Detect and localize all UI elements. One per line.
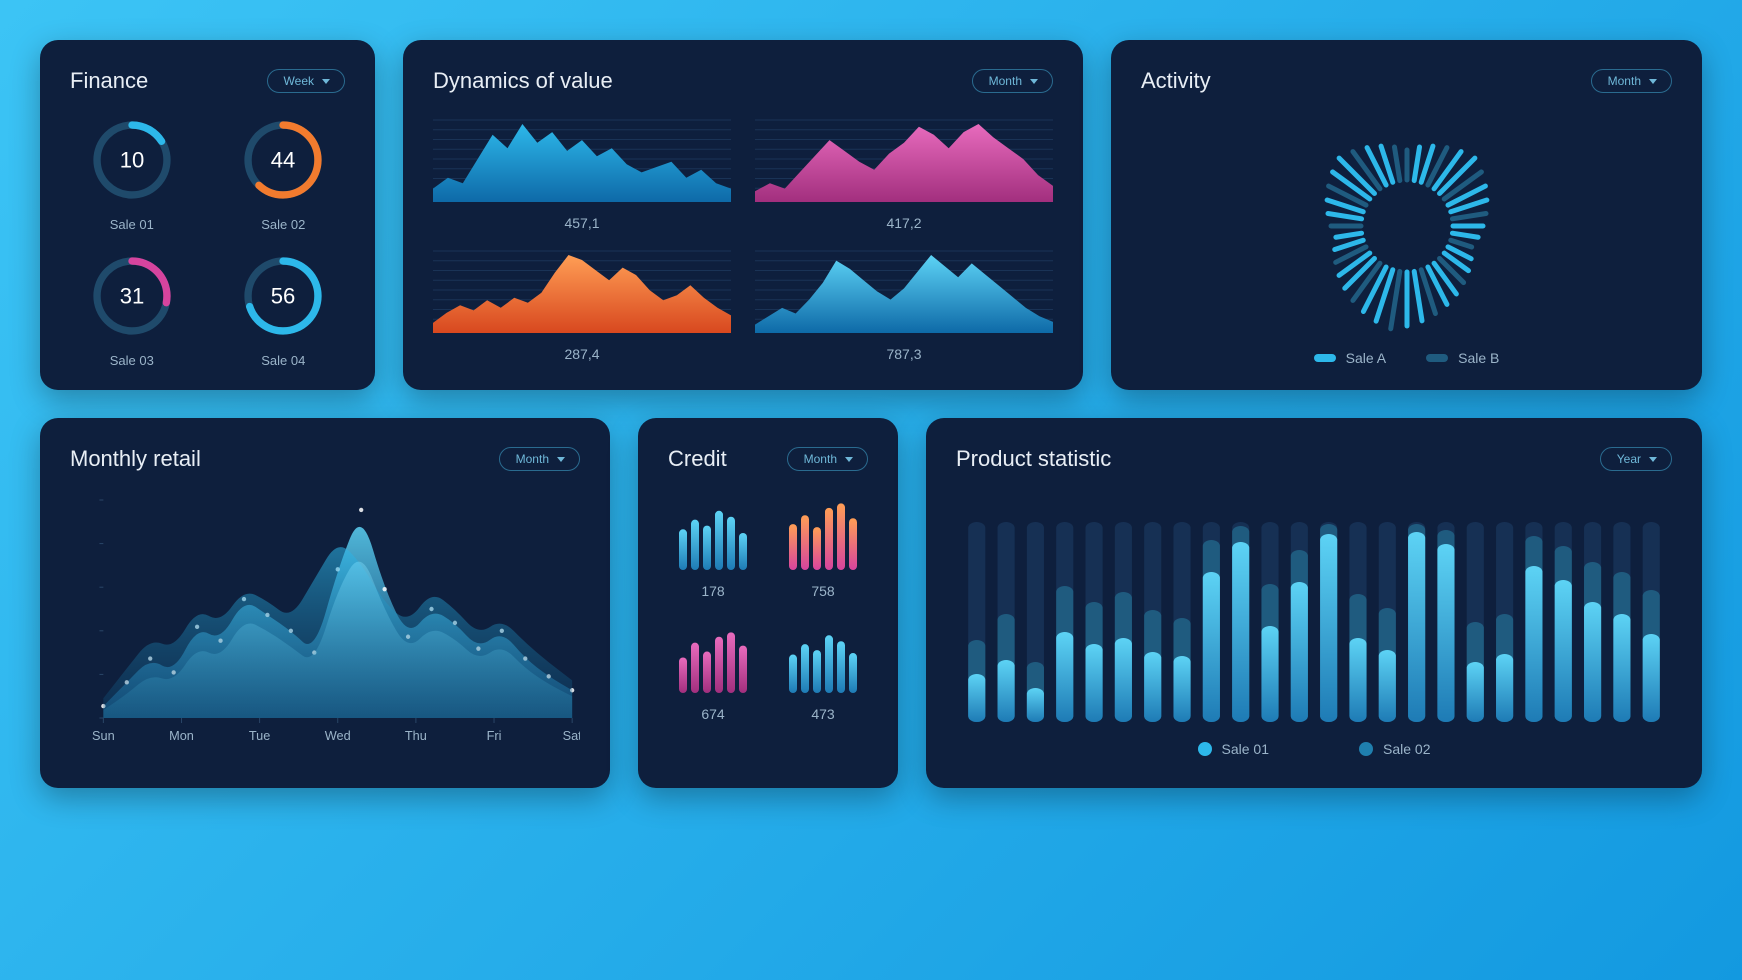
dynamics-chart-2: 417,2: [755, 114, 1053, 231]
activity-legend: Sale A Sale B: [1314, 350, 1500, 366]
credit-header: Credit Month: [668, 446, 868, 472]
svg-text:Wed: Wed: [325, 728, 351, 743]
activity-card: Activity Month Sale A Sale B: [1111, 40, 1702, 390]
finance-title: Finance: [70, 68, 148, 94]
legend-item: Sale 01: [1198, 741, 1269, 757]
legend-item: Sale 02: [1359, 741, 1430, 757]
legend-item: Sale B: [1426, 350, 1499, 366]
legend-dot: [1359, 742, 1373, 756]
row-2: Monthly retail Month SunMonTueWedThuFriS…: [40, 418, 1702, 788]
retail-title: Monthly retail: [70, 446, 201, 472]
credit-group-1: 178: [668, 492, 758, 599]
svg-text:Mon: Mon: [169, 728, 194, 743]
dynamics-charts: 457,1 417,2 287,4 787,3: [433, 114, 1053, 362]
credit-card: Credit Month 178 758 674 473: [638, 418, 898, 788]
gauge-label: Sale 03: [70, 353, 194, 368]
credit-label: 178: [668, 583, 758, 599]
credit-title: Credit: [668, 446, 727, 472]
finance-header: Finance Week: [70, 68, 345, 94]
gauge-2: 44 Sale 02: [222, 114, 346, 232]
gauge-label: Sale 01: [70, 217, 194, 232]
svg-text:Tue: Tue: [249, 728, 270, 743]
retail-card: Monthly retail Month SunMonTueWedThuFriS…: [40, 418, 610, 788]
credit-label: 473: [778, 706, 868, 722]
credit-groups: 178 758 674 473: [668, 492, 868, 722]
legend-label: Sale 01: [1222, 741, 1269, 757]
legend-swatch: [1314, 354, 1336, 362]
dynamics-dropdown[interactable]: Month: [972, 69, 1053, 93]
gauge-3: 31 Sale 03: [70, 250, 194, 368]
dynamics-chart-3: 287,4: [433, 245, 731, 362]
dynamics-label: 457,1: [433, 215, 731, 231]
svg-text:44: 44: [271, 147, 296, 172]
dynamics-chart-1: 457,1: [433, 114, 731, 231]
product-title: Product statistic: [956, 446, 1111, 472]
credit-label: 758: [778, 583, 868, 599]
legend-label: Sale 02: [1383, 741, 1430, 757]
credit-group-2: 758: [778, 492, 868, 599]
svg-text:Sat: Sat: [563, 728, 580, 743]
product-bar-chart: [956, 492, 1672, 722]
credit-label: 674: [668, 706, 758, 722]
svg-text:Fri: Fri: [487, 728, 502, 743]
credit-group-4: 473: [778, 615, 868, 722]
retail-header: Monthly retail Month: [70, 446, 580, 472]
dynamics-card: Dynamics of value Month 457,1 417,2 287,4 7…: [403, 40, 1083, 390]
dynamics-label: 787,3: [755, 346, 1053, 362]
retail-area-chart: Sun Mon Tue Wed Thu Fri Sat: [70, 492, 580, 752]
legend-dot: [1198, 742, 1212, 756]
svg-text:Sun: Sun: [92, 728, 115, 743]
gauge-label: Sale 02: [222, 217, 346, 232]
product-legend: Sale 01 Sale 02: [956, 741, 1672, 757]
legend-label: Sale A: [1346, 350, 1386, 366]
product-card: Product statistic Year Sale 01 Sale 02: [926, 418, 1702, 788]
dynamics-title: Dynamics of value: [433, 68, 613, 94]
product-dropdown[interactable]: Year: [1600, 447, 1672, 471]
finance-dropdown[interactable]: Week: [267, 69, 345, 93]
dynamics-chart-4: 787,3: [755, 245, 1053, 362]
credit-group-3: 674: [668, 615, 758, 722]
activity-dropdown[interactable]: Month: [1591, 69, 1672, 93]
activity-title: Activity: [1141, 68, 1211, 94]
svg-text:10: 10: [119, 147, 144, 172]
gauge-1: 10 Sale 01: [70, 114, 194, 232]
svg-text:Thu: Thu: [405, 728, 427, 743]
legend-label: Sale B: [1458, 350, 1499, 366]
legend-swatch: [1426, 354, 1448, 362]
finance-gauges: 10 Sale 01 44 Sale 02 31 Sale 03 56 Sale 04: [70, 114, 345, 368]
finance-card: Finance Week 10 Sale 01 44 Sale 02 31 Sale 03…: [40, 40, 375, 390]
dynamics-header: Dynamics of value Month: [433, 68, 1053, 94]
activity-header: Activity Month: [1141, 68, 1672, 94]
gauge-label: Sale 04: [222, 353, 346, 368]
svg-text:56: 56: [271, 283, 296, 308]
dynamics-label: 417,2: [755, 215, 1053, 231]
activity-body: Sale A Sale B: [1141, 114, 1672, 366]
product-header: Product statistic Year: [956, 446, 1672, 472]
credit-dropdown[interactable]: Month: [787, 447, 868, 471]
activity-sunburst-chart: [1287, 114, 1527, 334]
dynamics-label: 287,4: [433, 346, 731, 362]
legend-item: Sale A: [1314, 350, 1386, 366]
svg-text:31: 31: [119, 283, 144, 308]
retail-dropdown[interactable]: Month: [499, 447, 580, 471]
gauge-4: 56 Sale 04: [222, 250, 346, 368]
